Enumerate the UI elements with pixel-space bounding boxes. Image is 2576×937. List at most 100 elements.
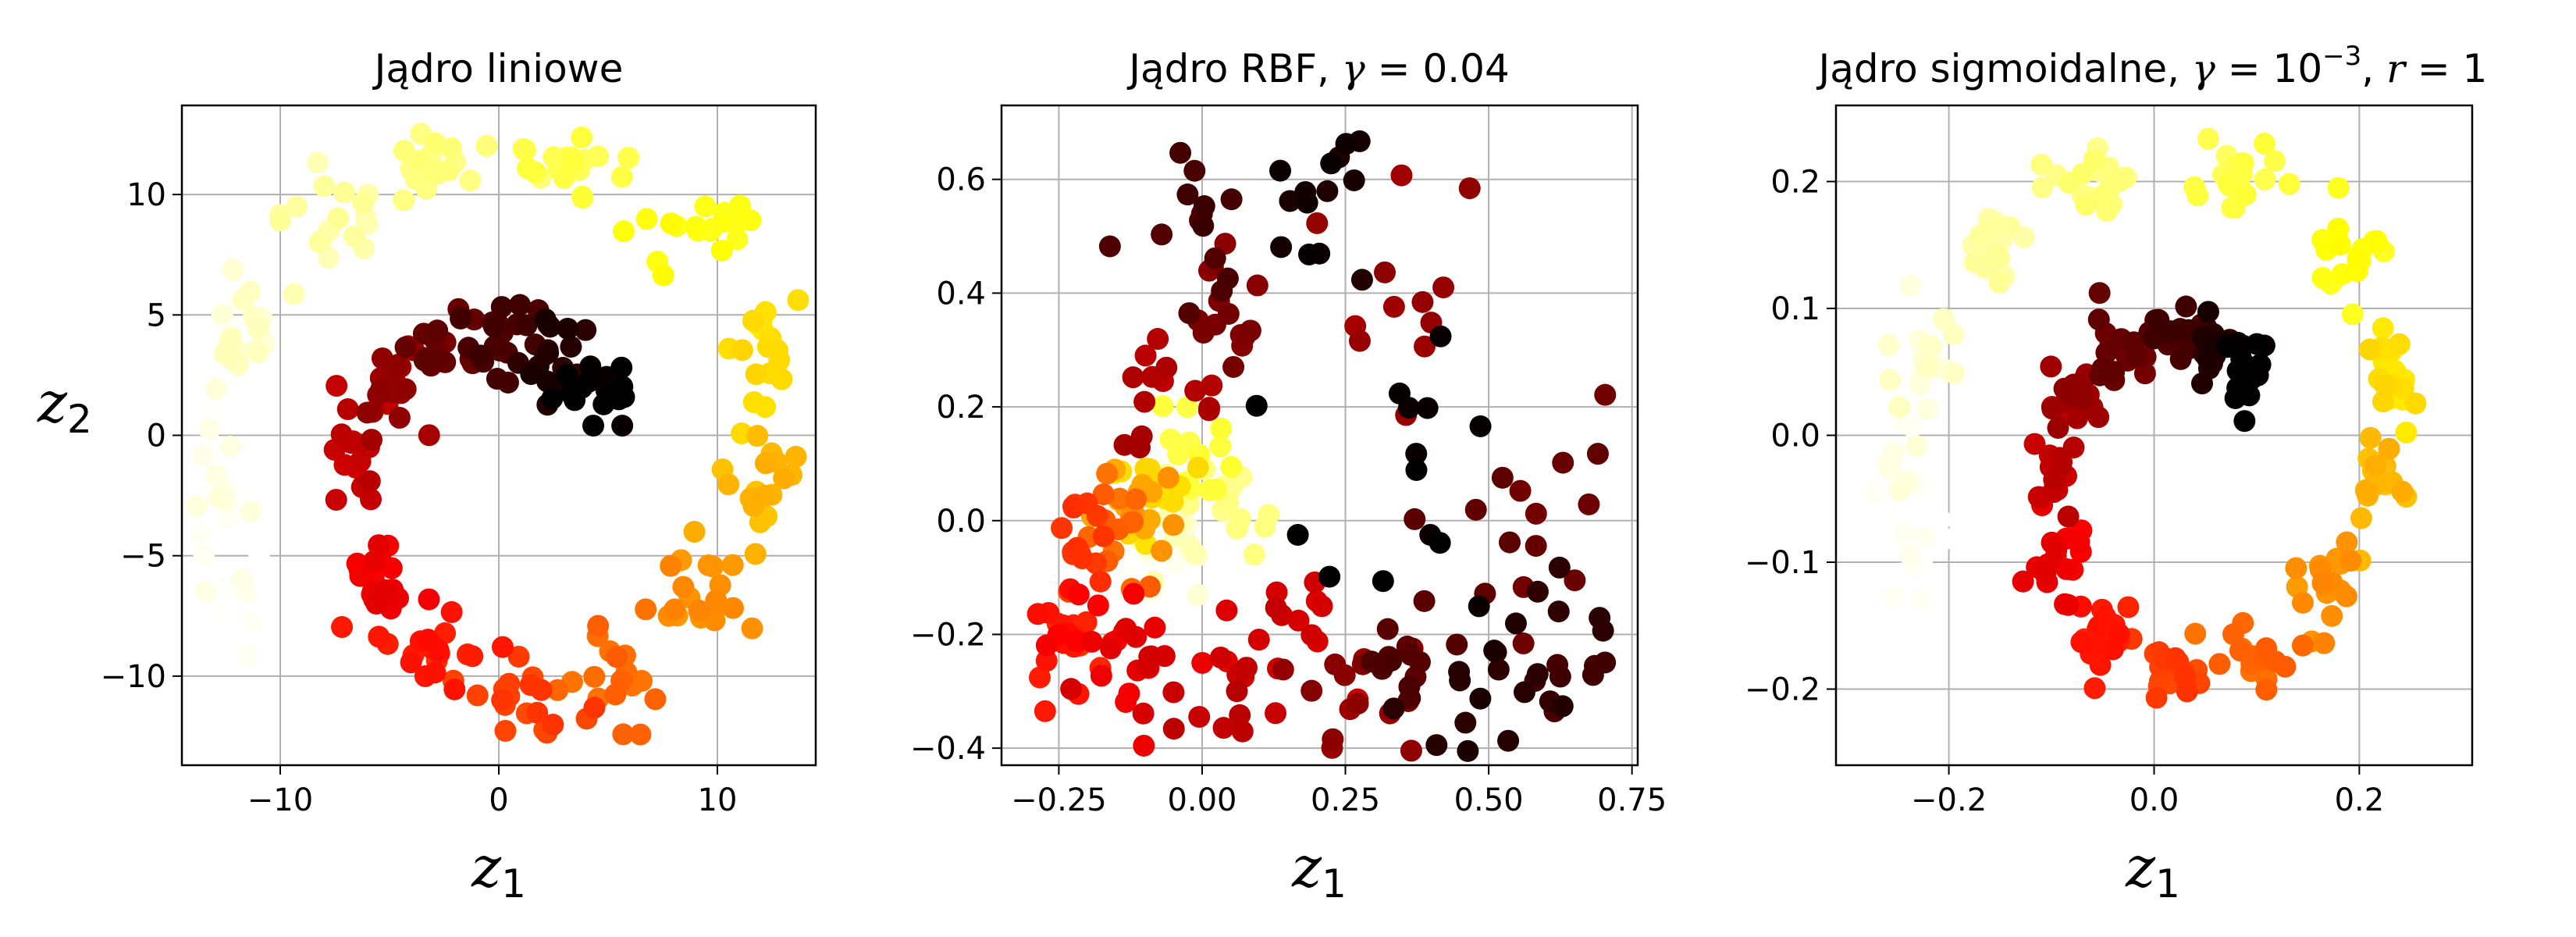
- scatter-point: [2186, 184, 2209, 207]
- scatter-point: [612, 723, 635, 746]
- scatter-point: [2087, 308, 2110, 331]
- scatter-point: [418, 588, 440, 611]
- scatter-point: [1582, 664, 1604, 686]
- scatter-point: [1504, 612, 1527, 635]
- scatter-point: [1425, 734, 1448, 757]
- scatter-point: [1272, 658, 1294, 681]
- scatter-point: [394, 378, 417, 401]
- scatter-point: [1404, 508, 1426, 530]
- scatter-point: [1320, 152, 1343, 175]
- scatter-point: [219, 435, 241, 458]
- scatter-point: [1509, 479, 1532, 502]
- scatter-point: [1300, 679, 1323, 702]
- scatter-point: [2057, 505, 2080, 528]
- scatter-point: [1408, 650, 1431, 673]
- scatter-point: [1882, 586, 1905, 608]
- scatter-point: [236, 645, 258, 668]
- scatter-point: [2336, 531, 2358, 554]
- scatter-point: [190, 522, 212, 545]
- scatter-point: [2057, 593, 2080, 616]
- scatter-point: [326, 375, 348, 397]
- scatter-point: [1877, 334, 1900, 357]
- scatter-point: [1316, 180, 1339, 202]
- scatter-point: [2088, 282, 2111, 305]
- scatter-point: [1215, 599, 1238, 622]
- scatter-point: [1549, 665, 1571, 688]
- scatter-point: [1411, 290, 1434, 313]
- scatter-point: [2031, 176, 2054, 199]
- y-axis-label: z2: [37, 369, 92, 442]
- scatter-point: [1468, 595, 1490, 618]
- scatter-point: [2404, 392, 2427, 415]
- scatter-point: [211, 303, 233, 326]
- scatter-point: [2040, 355, 2062, 378]
- y-tick-label: −0.2: [1745, 672, 1820, 708]
- scatter-point: [575, 319, 597, 341]
- scatter-point: [556, 363, 578, 386]
- scatter-point: [1265, 702, 1287, 725]
- scatter-point: [553, 166, 575, 189]
- scatter-point: [330, 423, 353, 446]
- scatter-point: [1464, 498, 1487, 521]
- scatter-point: [2147, 308, 2170, 331]
- scatter-point: [356, 401, 379, 424]
- x-tick-label: 10: [698, 782, 738, 818]
- scatter-point: [610, 166, 633, 188]
- scatter-point: [2012, 570, 2034, 593]
- scatter-point: [232, 288, 254, 311]
- scatter-point: [1193, 195, 1215, 218]
- scatter-point: [1026, 603, 1049, 625]
- scatter-point: [247, 341, 269, 364]
- scatter-point: [1226, 517, 1248, 540]
- scatter-point: [394, 336, 417, 358]
- scatter-point: [1382, 295, 1405, 318]
- scatter-point: [721, 554, 744, 576]
- scatter-point: [1586, 443, 1609, 465]
- scatter-point: [1912, 526, 1935, 549]
- scatter-point: [1162, 490, 1184, 513]
- scatter-point: [1888, 396, 1911, 419]
- scatter-point: [491, 636, 514, 658]
- scatter-point: [1350, 269, 1373, 291]
- scatter-point: [1220, 188, 1243, 211]
- x-tick-label: 0.0: [2129, 782, 2179, 818]
- scatter-point: [1287, 609, 1310, 632]
- scatter-point: [543, 146, 565, 169]
- scatter-point: [520, 363, 543, 386]
- scatter-point: [2339, 550, 2362, 572]
- scatter-point: [221, 347, 244, 370]
- scatter-point: [773, 467, 795, 490]
- scatter-point: [1594, 383, 1617, 406]
- scatter-point: [1245, 394, 1268, 417]
- scatter-point: [2391, 480, 2414, 503]
- scatter-point: [2358, 338, 2381, 361]
- scatter-point: [1090, 664, 1112, 687]
- scatter-point: [1092, 525, 1115, 547]
- scatter-point: [1167, 444, 1190, 466]
- scatter-point: [1138, 646, 1161, 668]
- scatter-point: [1133, 390, 1156, 413]
- y-tick-label: 5: [147, 297, 166, 333]
- scatter-point: [2347, 249, 2369, 272]
- scatter-point: [1513, 681, 1535, 704]
- scatter-point: [1578, 493, 1600, 515]
- scatter-point: [2090, 615, 2112, 637]
- scatter-point: [198, 418, 221, 440]
- tick-marks: −10 0 10 −10 −5 0 5 10: [101, 177, 738, 818]
- y-tick-label: 0.2: [1770, 165, 1820, 201]
- scatter-point: [1448, 661, 1471, 683]
- scatter-point: [660, 212, 682, 235]
- scatter-point: [308, 231, 331, 254]
- scatter-point: [1382, 697, 1405, 720]
- scatter-point: [1899, 543, 1922, 566]
- scatter-point: [325, 489, 347, 511]
- scatter-point: [526, 701, 549, 724]
- scatter-point: [2232, 151, 2254, 174]
- scatter-point: [1432, 276, 1455, 299]
- scatter-point: [1231, 720, 1254, 743]
- scatter-point: [313, 175, 336, 198]
- scatter-point: [710, 239, 733, 262]
- scatter-point: [1390, 164, 1413, 187]
- scatter-point: [635, 598, 657, 621]
